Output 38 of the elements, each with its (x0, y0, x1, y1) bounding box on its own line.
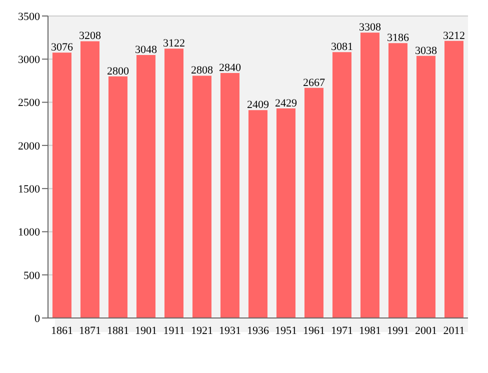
data-label: 2840 (218, 62, 242, 74)
data-label: 2429 (274, 97, 298, 110)
y-tick-label: 1500 (18, 183, 40, 196)
data-label: 3308 (358, 22, 382, 34)
data-label: 2409 (246, 99, 270, 112)
y-tick-label: 3000 (18, 54, 40, 66)
x-tick-label: 1911 (163, 324, 185, 337)
data-label: 2667 (302, 76, 326, 89)
x-tick-label: 2001 (415, 324, 437, 337)
x-tick-label: 1981 (359, 324, 381, 337)
x-tick-label: 1881 (107, 324, 129, 337)
y-tick-label: 3500 (18, 10, 40, 23)
x-tick-label: 1861 (51, 324, 73, 337)
data-label: 3081 (330, 41, 353, 54)
x-tick-label: 1931 (219, 324, 241, 337)
x-tick-label: 1936 (247, 324, 270, 337)
x-tick-label: 1961 (303, 324, 325, 337)
data-label: 2808 (190, 64, 214, 77)
x-tick-label: 1921 (191, 324, 213, 337)
data-label: 3208 (78, 30, 102, 42)
data-label: 3048 (134, 44, 158, 56)
data-label: 3076 (50, 42, 74, 54)
x-tick-label: 1991 (387, 324, 409, 337)
y-tick-label: 2500 (18, 97, 40, 110)
y-tick-label: 1000 (18, 226, 40, 239)
data-label: 3212 (442, 30, 465, 42)
y-tick-label: 0 (34, 312, 40, 325)
data-label: 3122 (162, 38, 185, 50)
x-tick-label: 1871 (79, 324, 101, 337)
data-label: 2800 (106, 65, 130, 78)
data-label: 3186 (386, 32, 410, 44)
data-label: 3038 (414, 44, 438, 57)
y-tick-label: 500 (24, 270, 40, 282)
x-tick-label: 1951 (275, 324, 297, 337)
x-tick-label: 2011 (443, 324, 465, 337)
x-tick-label: 1971 (331, 324, 353, 337)
x-tick-label: 1901 (135, 324, 157, 337)
y-tick-label: 2000 (18, 140, 40, 152)
